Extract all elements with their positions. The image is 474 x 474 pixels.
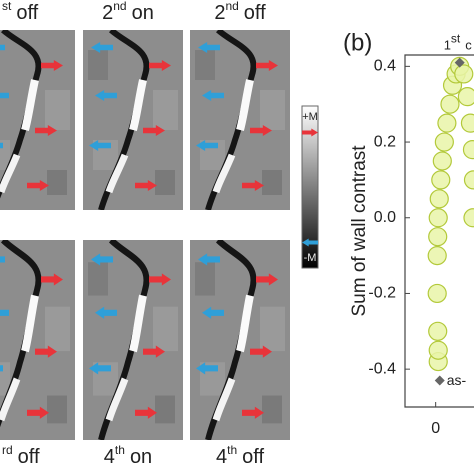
- ordinal-word: on: [132, 2, 154, 24]
- ordinal-label: 4th off: [216, 443, 264, 468]
- ordinal-word: on: [130, 446, 152, 468]
- micrograph: [0, 30, 75, 210]
- ordinal-number: 1: [444, 38, 451, 53]
- panel-label: (b): [343, 29, 372, 56]
- micrograph: [190, 240, 290, 440]
- ordinal-word: off: [244, 2, 266, 24]
- point: [429, 189, 449, 209]
- ordinal-suffix: st: [2, 0, 12, 13]
- micrographs: [0, 30, 290, 440]
- micrograph: [83, 30, 183, 210]
- annotation-marker: [434, 375, 445, 386]
- ordinal-word: off: [242, 446, 264, 468]
- x-tick-label: 0: [431, 420, 440, 437]
- point: [457, 87, 474, 107]
- ordinal-suffix: th: [115, 443, 125, 457]
- y-axis-label: Sum of wall contrast: [349, 145, 370, 317]
- micrograph: [190, 30, 290, 210]
- y-tick-label: 0.4: [374, 58, 396, 75]
- ordinal-suffix: nd: [113, 0, 126, 13]
- y-tick-label: -0.4: [368, 360, 396, 377]
- colorbar: +M -M: [301, 105, 319, 269]
- annotation-marker: [454, 57, 465, 68]
- ordinal-number: 4: [216, 446, 227, 468]
- point: [427, 283, 447, 304]
- point: [463, 208, 474, 228]
- point: [428, 227, 448, 247]
- ordinal-label: 1st c: [444, 32, 473, 53]
- point: [431, 170, 451, 190]
- ordinal-number: 4: [104, 446, 115, 468]
- y-tick-label: 0.0: [374, 209, 396, 226]
- ordinal-label: rd off: [2, 443, 40, 468]
- ordinal-suffix: rd: [2, 443, 13, 457]
- ordinal-label: 2nd on: [102, 0, 154, 24]
- micrograph: [0, 240, 75, 440]
- ordinal-label: st off: [2, 0, 39, 24]
- ordinal-label: 4th on: [104, 443, 152, 468]
- y-tick-label: 0.2: [374, 133, 396, 150]
- point: [454, 64, 474, 84]
- colorbar-bottom-label: -M: [304, 252, 317, 264]
- colorbar-gradient: [301, 105, 319, 269]
- point: [432, 151, 452, 171]
- ordinal-suffix: th: [227, 443, 237, 457]
- ordinal-word: off: [18, 446, 40, 468]
- point: [428, 321, 448, 341]
- ordinal-number: 2: [102, 2, 113, 24]
- micrograph: [83, 240, 183, 440]
- ordinal-number: 2: [214, 2, 225, 24]
- point: [428, 208, 448, 228]
- ordinal-label: 2nd off: [214, 0, 266, 24]
- point: [460, 113, 474, 133]
- point: [463, 170, 474, 190]
- colorbar-top-label: +M: [302, 111, 318, 123]
- point: [437, 113, 457, 133]
- point: [440, 94, 460, 114]
- ordinal-suffix: st: [451, 32, 461, 46]
- plot-frame: [404, 54, 474, 408]
- point: [434, 132, 454, 152]
- y-tick-label: -0.2: [368, 285, 396, 302]
- point: [462, 140, 474, 160]
- ordinal-word: off: [16, 2, 38, 24]
- point: [427, 246, 447, 266]
- point: [428, 340, 448, 360]
- annotation-text: as-: [447, 372, 467, 388]
- ordinal-suffix: nd: [225, 0, 238, 13]
- ordinal-word: c: [465, 38, 472, 53]
- plot-area: -0.4 -0.2 0.0 0.2 0.4 0 1st c as-: [368, 32, 474, 437]
- points: [427, 56, 474, 372]
